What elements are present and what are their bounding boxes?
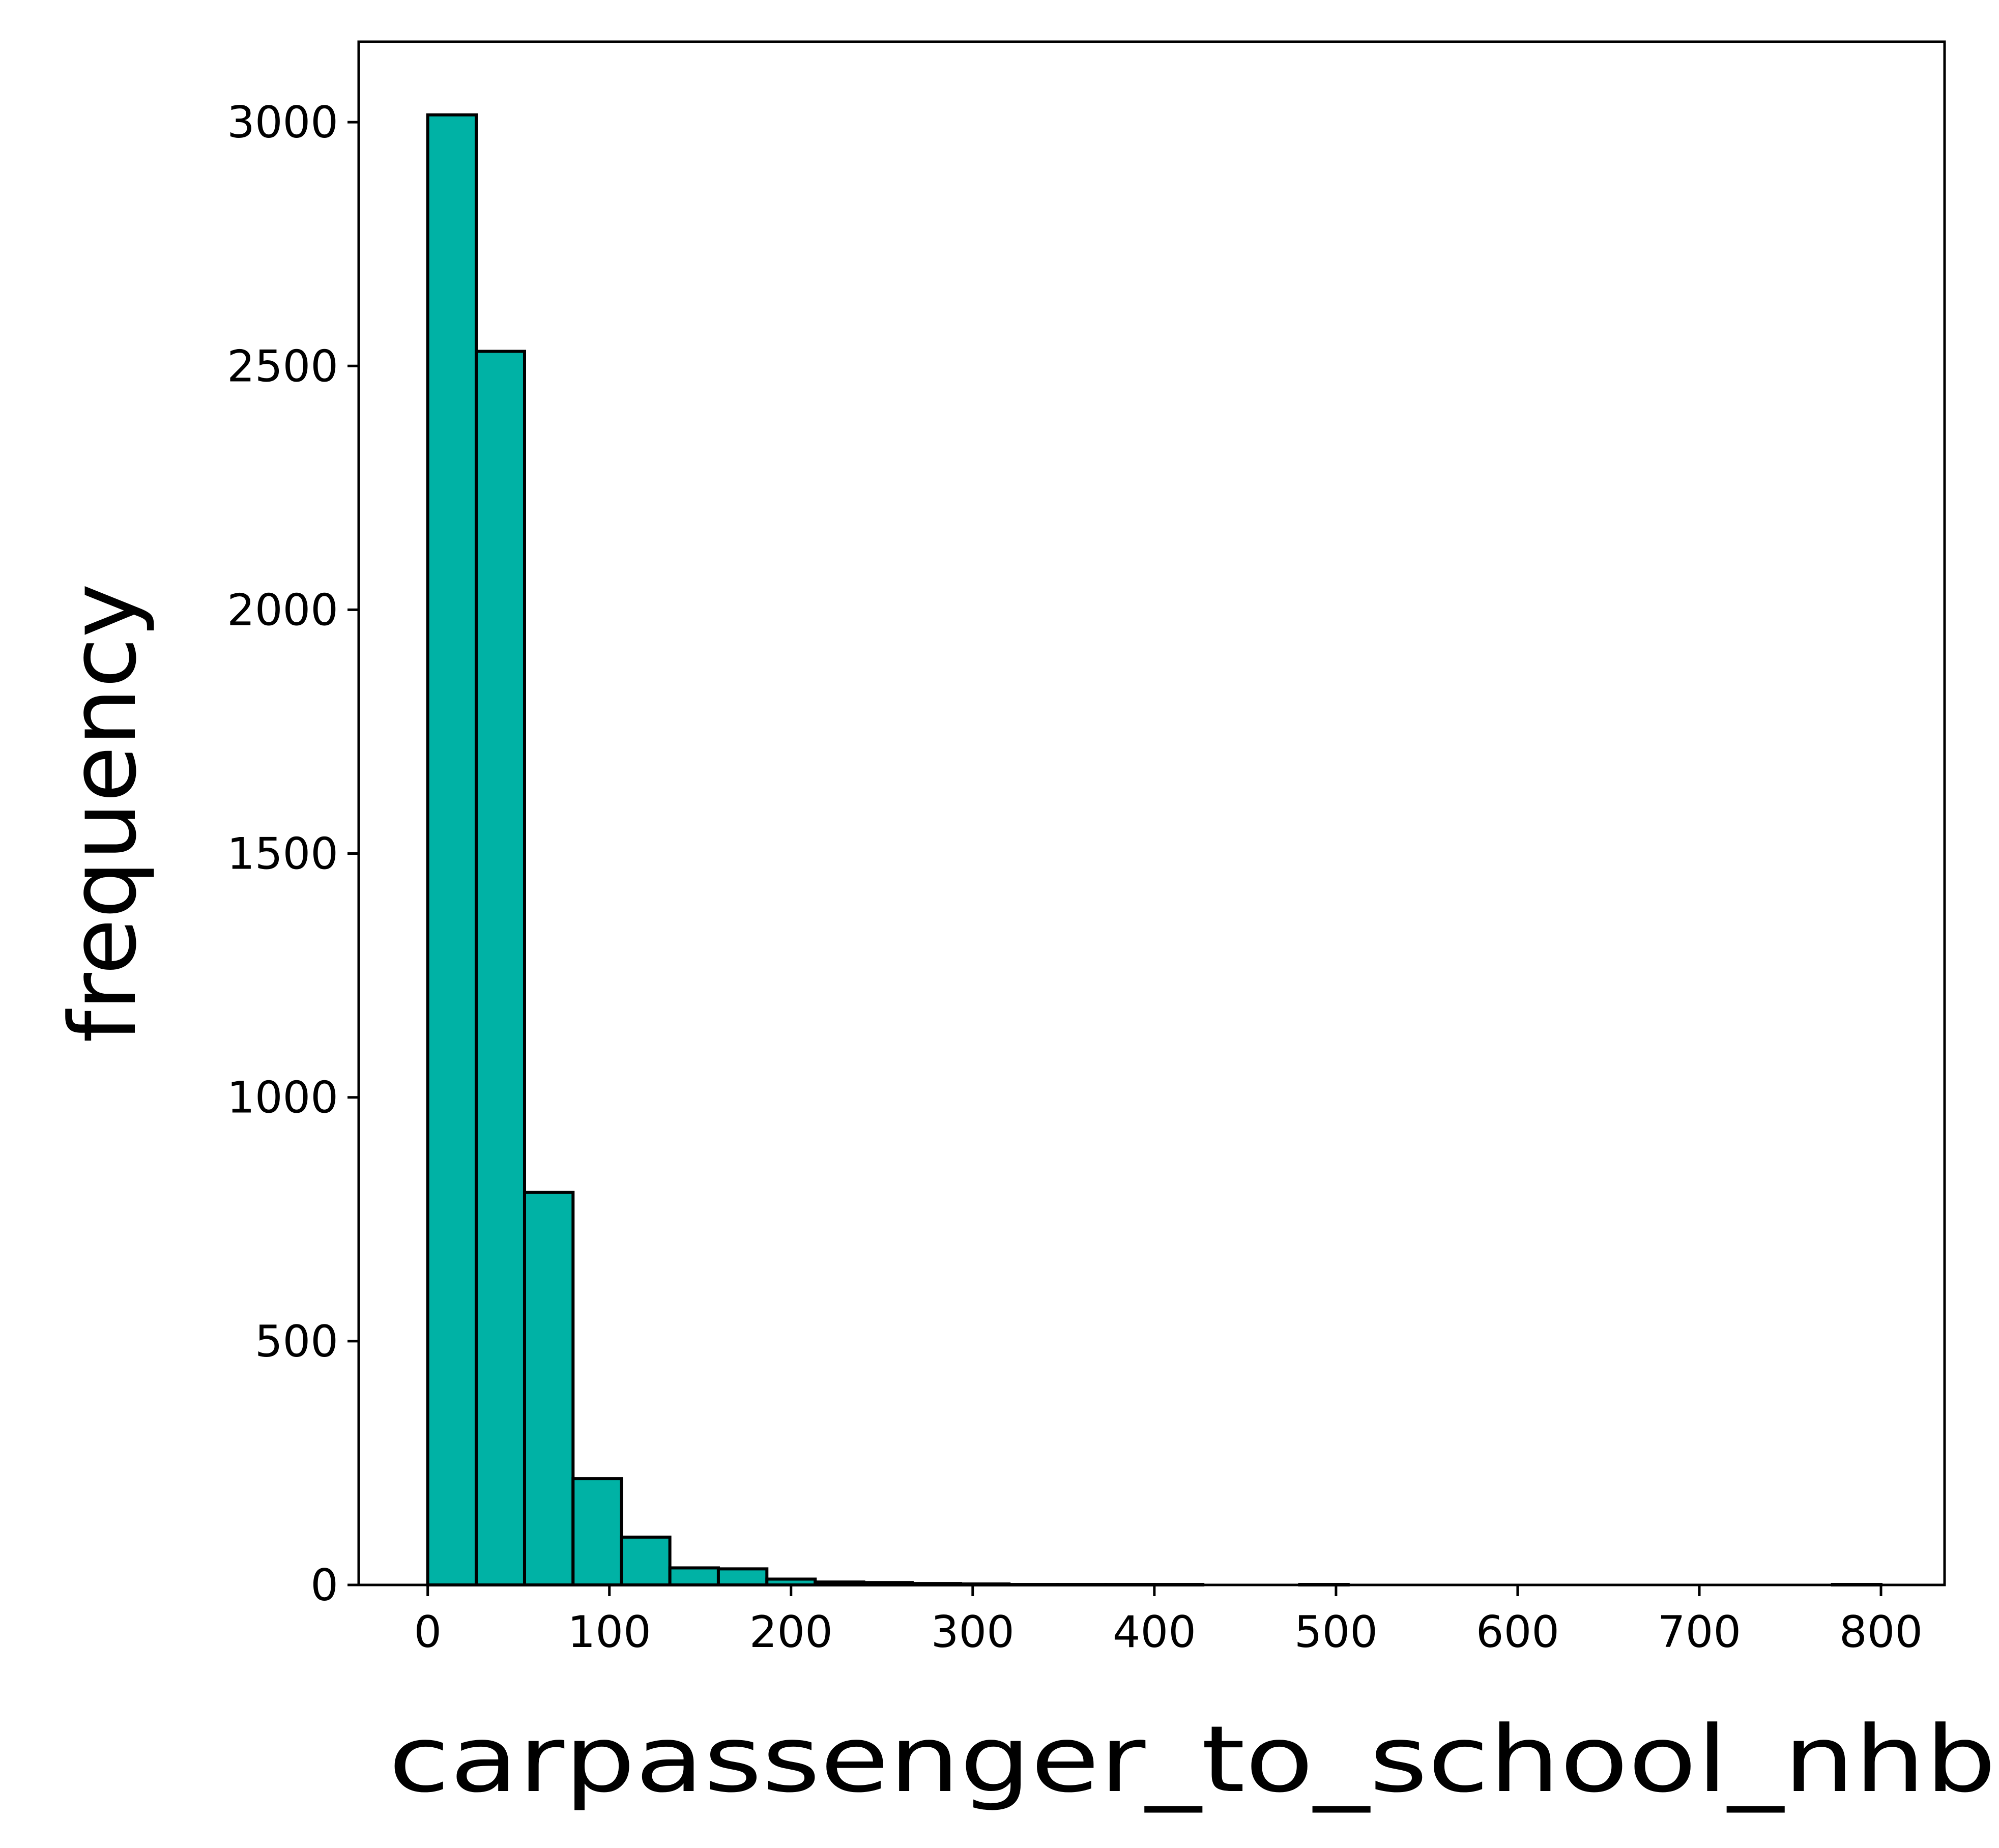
- y-tick-label: 2500: [227, 341, 338, 392]
- y-tick-label: 500: [255, 1316, 338, 1367]
- y-tick-label: 1000: [227, 1073, 338, 1123]
- x-tick-label: 300: [931, 1607, 1015, 1658]
- histogram-bar: [523, 1191, 575, 1586]
- x-axis-label: carpassenger_to_school_nhb: [389, 1707, 1996, 1813]
- x-axis-ticks: 0 100 200 300 400 500 600 700 800: [414, 1585, 1923, 1658]
- x-tick-label: 800: [1839, 1607, 1923, 1658]
- x-tick-label: 500: [1294, 1607, 1378, 1658]
- histogram-bar: [475, 350, 526, 1586]
- x-tick-label: 600: [1476, 1607, 1559, 1658]
- histogram-bar: [716, 1567, 769, 1586]
- x-tick-label: 700: [1658, 1607, 1741, 1658]
- x-tick-label: 0: [414, 1607, 442, 1658]
- x-tick-label: 200: [749, 1607, 833, 1658]
- histogram-bar: [668, 1566, 720, 1586]
- y-tick-label: 1500: [227, 829, 338, 880]
- x-tick-label: 100: [568, 1607, 651, 1658]
- x-tick-label: 400: [1113, 1607, 1196, 1658]
- plot-frame: [357, 40, 1946, 1586]
- histogram-bars: [426, 113, 1883, 1587]
- y-tick-label: 2000: [227, 585, 338, 636]
- histogram-bar: [571, 1477, 623, 1587]
- histogram-bar: [620, 1536, 672, 1586]
- y-tick-label: 3000: [227, 97, 338, 148]
- histogram-bar: [426, 113, 478, 1586]
- y-axis-ticks: 0 500 1000 1500 2000 2500 3000: [227, 97, 359, 1611]
- y-tick-label: 0: [310, 1560, 338, 1611]
- y-axis-label: frequency: [50, 584, 157, 1043]
